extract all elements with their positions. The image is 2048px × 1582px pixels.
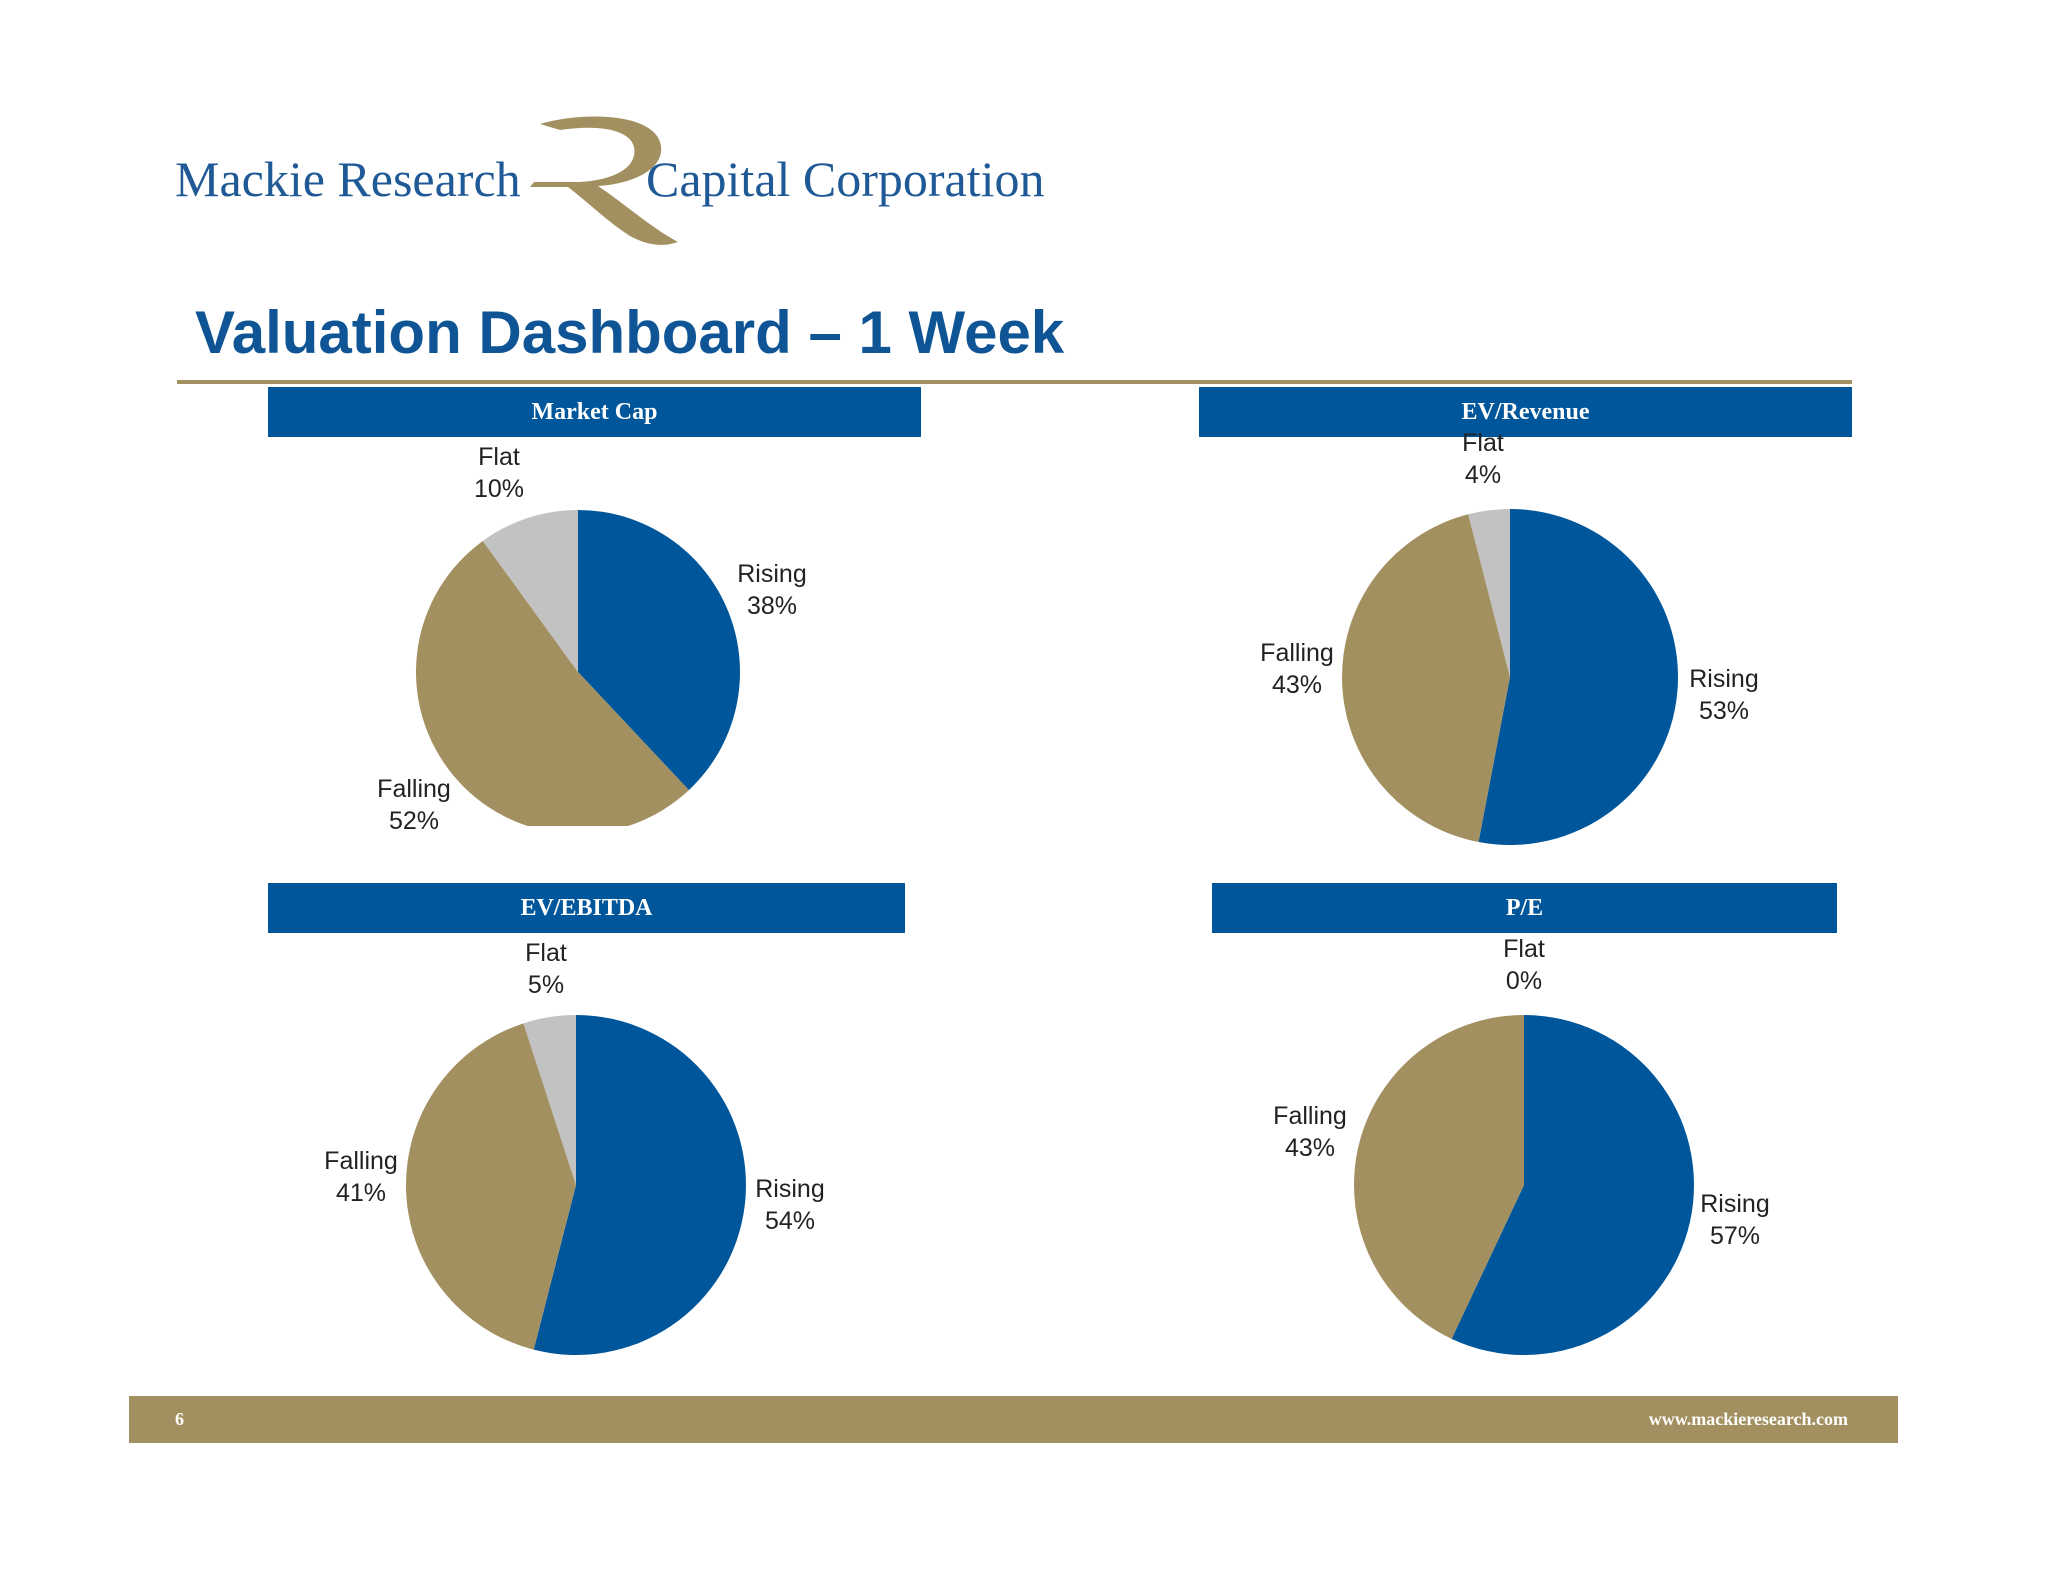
pie-ev-revenue (1342, 509, 1679, 845)
pie-slice-falling (405, 1023, 576, 1350)
slice-label-flat: Flat 0% (1503, 935, 1545, 995)
chart-header-ev-revenue: EV/Revenue (1199, 387, 1852, 437)
pie-market-cap (416, 510, 741, 826)
slice-label-flat: Flat 4% (1462, 429, 1504, 489)
logo-text-right: Capital Corporation (646, 151, 1045, 207)
r-logo-mark (530, 116, 678, 245)
pie-pe (1354, 1014, 1695, 1355)
slice-label-flat: Flat 5% (525, 939, 567, 999)
page-title: Valuation Dashboard – 1 Week (195, 299, 1065, 366)
pie-slice-rising (533, 1015, 746, 1355)
footer-bar: 6 www.mackieresearch.com (129, 1396, 1898, 1443)
slice-label-falling: Falling 52% (377, 775, 451, 835)
slice-label-rising: Rising 38% (737, 560, 806, 620)
pie-slice-flat (1468, 509, 1510, 677)
title-divider (177, 380, 1852, 384)
pie-slice-falling (1342, 514, 1510, 843)
pie-slice-falling (1354, 1015, 1524, 1339)
company-logo: Mackie Research Capital Corporation (170, 112, 1070, 262)
slice-label-rising: Rising 54% (755, 1175, 824, 1235)
pie-slice-rising (1478, 509, 1679, 845)
chart-header-market-cap: Market Cap (268, 387, 921, 437)
pie-ev-ebitda (405, 1015, 746, 1355)
pie-slice-flat (482, 510, 578, 672)
slice-label-rising: Rising 57% (1700, 1190, 1769, 1250)
pie-slice-falling (416, 540, 689, 826)
slice-label-flat: Flat 10% (474, 443, 524, 503)
pie-slice-rising (1451, 1014, 1695, 1355)
slice-label-falling: Falling 43% (1260, 639, 1334, 699)
chart-header-ev-ebitda: EV/EBITDA (268, 883, 905, 933)
logo-text-left: Mackie Research (175, 151, 521, 207)
slice-label-falling: Falling 43% (1273, 1102, 1347, 1162)
page-number: 6 (175, 1409, 184, 1429)
slice-label-falling: Falling 41% (324, 1147, 398, 1207)
footer-url: www.mackieresearch.com (1648, 1409, 1848, 1429)
pie-slice-flat (523, 1015, 576, 1185)
pie-slice-rising (578, 510, 741, 791)
chart-header-pe: P/E (1212, 883, 1837, 933)
slice-label-rising: Rising 53% (1689, 665, 1758, 725)
